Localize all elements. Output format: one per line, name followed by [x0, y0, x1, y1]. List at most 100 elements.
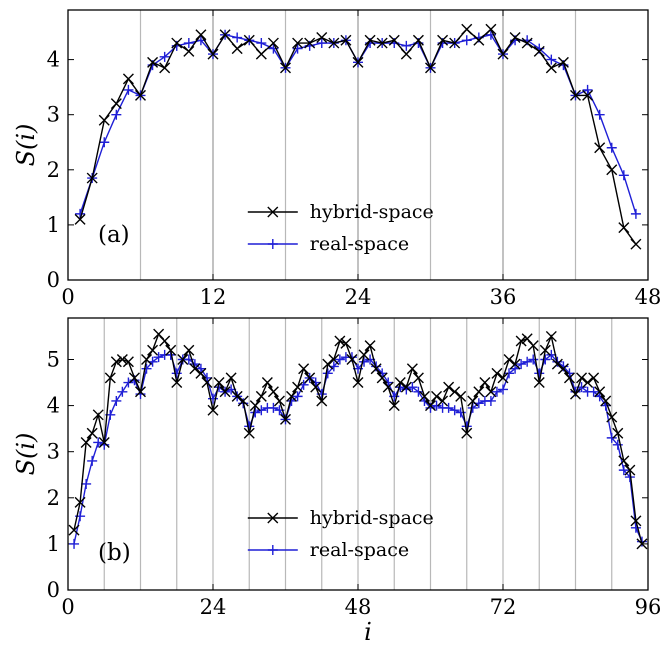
data-point-hybrid-space — [201, 377, 213, 389]
x-tick-label: 24 — [200, 595, 227, 619]
data-point-hybrid-space — [292, 37, 304, 49]
data-point-real-space — [141, 363, 152, 374]
data-point-real-space — [516, 359, 527, 370]
y-tick-label: 5 — [47, 347, 60, 371]
data-point-hybrid-space — [207, 48, 219, 60]
data-point-real-space — [256, 405, 267, 416]
data-point-hybrid-space — [437, 395, 449, 407]
data-point-hybrid-space — [352, 377, 364, 389]
legend-label: real-space — [310, 539, 409, 561]
data-point-real-space — [431, 400, 442, 411]
data-point-real-space — [504, 368, 515, 379]
y-axis-label: S(i) — [12, 124, 40, 167]
data-point-hybrid-space — [570, 388, 581, 400]
data-point-real-space — [208, 393, 218, 404]
data-point-hybrid-space — [261, 377, 273, 389]
data-point-hybrid-space — [346, 353, 358, 365]
y-tick-label: 2 — [47, 158, 60, 182]
data-point-hybrid-space — [159, 335, 171, 347]
data-point-hybrid-space — [594, 386, 606, 398]
data-point-real-space — [546, 54, 557, 65]
data-point-hybrid-space — [231, 390, 243, 402]
data-point-real-space — [461, 35, 472, 46]
panel-label: (a) — [98, 222, 130, 248]
data-point-hybrid-space — [400, 48, 412, 60]
data-point-hybrid-space — [382, 381, 394, 393]
data-point-real-space — [594, 109, 605, 120]
data-point-hybrid-space — [195, 367, 207, 379]
data-point-hybrid-space — [624, 464, 636, 476]
data-point-hybrid-space — [195, 29, 207, 41]
data-point-hybrid-space — [280, 413, 291, 425]
data-point-hybrid-space — [497, 372, 509, 384]
y-tick-label: 0 — [47, 578, 60, 602]
data-point-real-space — [117, 386, 128, 397]
data-point-hybrid-space — [68, 524, 80, 536]
data-point-hybrid-space — [370, 363, 382, 375]
data-point-hybrid-space — [491, 367, 503, 379]
data-point-real-space — [292, 391, 303, 402]
data-point-hybrid-space — [364, 34, 376, 46]
data-point-real-space — [250, 407, 261, 418]
data-point-real-space — [316, 38, 327, 49]
data-point-hybrid-space — [147, 344, 159, 356]
data-point-hybrid-space — [400, 381, 412, 393]
legend-marker-hybrid-space — [267, 512, 279, 524]
data-point-hybrid-space — [80, 436, 92, 448]
data-point-hybrid-space — [352, 56, 364, 68]
data-point-real-space — [630, 522, 641, 533]
data-point-hybrid-space — [376, 372, 388, 384]
data-point-hybrid-space — [328, 353, 340, 365]
data-point-hybrid-space — [74, 496, 86, 508]
data-point-real-space — [183, 38, 194, 49]
y-tick-label: 0 — [47, 268, 60, 292]
data-point-hybrid-space — [86, 427, 98, 439]
data-point-real-space — [111, 109, 122, 120]
data-point-hybrid-space — [177, 353, 189, 365]
data-point-hybrid-space — [171, 377, 183, 389]
data-point-real-space — [256, 38, 267, 49]
data-point-real-space — [401, 40, 412, 51]
y-tick-label: 4 — [47, 394, 60, 418]
data-point-real-space — [407, 382, 418, 393]
data-point-hybrid-space — [533, 45, 545, 57]
data-point-hybrid-space — [159, 62, 171, 74]
data-point-hybrid-space — [273, 395, 285, 407]
data-point-hybrid-space — [557, 363, 569, 375]
data-point-real-space — [606, 432, 617, 443]
data-point-hybrid-space — [545, 62, 557, 74]
data-point-real-space — [195, 363, 206, 374]
data-point-real-space — [491, 386, 502, 397]
data-point-hybrid-space — [322, 358, 334, 370]
data-point-hybrid-space — [207, 404, 219, 416]
data-point-hybrid-space — [340, 34, 352, 46]
data-point-hybrid-space — [570, 89, 581, 101]
data-point-hybrid-space — [183, 344, 195, 356]
data-point-hybrid-space — [582, 377, 594, 389]
data-point-hybrid-space — [588, 372, 600, 384]
x-tick-label: 36 — [490, 285, 517, 309]
data-point-real-space — [618, 465, 629, 476]
y-tick-label: 1 — [47, 213, 60, 237]
data-point-real-space — [171, 368, 182, 379]
data-point-real-space — [159, 51, 170, 62]
x-tick-label: 48 — [635, 285, 662, 309]
data-point-hybrid-space — [485, 23, 497, 35]
data-point-hybrid-space — [521, 37, 533, 49]
panel-b: 0 24 48 72 96 0 1 2 3 4 5 S(i) (b) hybrid-space real-s… — [12, 317, 661, 619]
data-point-hybrid-space — [425, 400, 436, 412]
data-point-real-space — [498, 384, 508, 395]
data-point-hybrid-space — [280, 62, 291, 74]
data-point-hybrid-space — [557, 56, 569, 68]
data-point-hybrid-space — [74, 213, 86, 225]
data-point-hybrid-space — [606, 164, 618, 176]
data-point-real-space — [99, 137, 110, 148]
data-point-hybrid-space — [135, 89, 146, 101]
data-point-hybrid-space — [219, 29, 231, 41]
data-point-hybrid-space — [147, 56, 159, 68]
y-axis-label: S(i) — [12, 433, 40, 476]
y-tick-label: 1 — [47, 532, 60, 556]
data-point-hybrid-space — [255, 48, 267, 60]
data-point-hybrid-space — [618, 455, 630, 467]
legend-marker-hybrid-space — [267, 206, 279, 218]
